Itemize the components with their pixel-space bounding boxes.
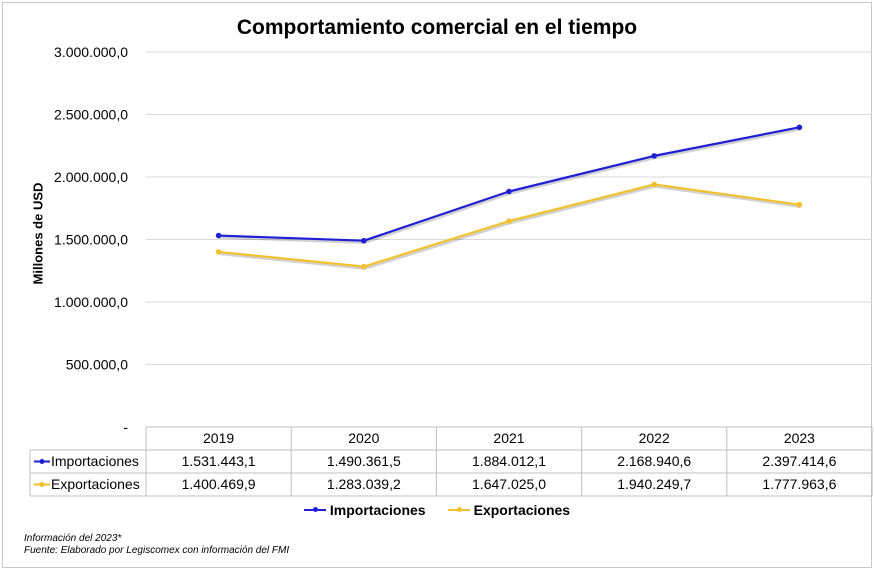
x-tick-label: 2019 <box>203 430 234 446</box>
y-tick-label: 1.000.000,0 <box>54 294 128 310</box>
data-label: 2.168.940,6 <box>617 453 691 469</box>
table-series-name: Importaciones <box>51 453 139 469</box>
data-point <box>361 237 367 244</box>
data-label: 1.283.039,2 <box>327 476 401 492</box>
data-label: 1.884.012,1 <box>472 453 546 469</box>
x-tick-label: 2021 <box>493 430 524 446</box>
table-series-name: Exportaciones <box>51 476 140 492</box>
data-point <box>796 201 803 208</box>
chart-title: Comportamiento comercial en el tiempo <box>236 16 638 39</box>
series-line-exportaciones <box>218 183 800 268</box>
y-tick-label: - <box>123 419 128 435</box>
data-point <box>506 218 512 224</box>
x-tick-label: 2020 <box>348 430 379 446</box>
data-label: 1.400.469,9 <box>182 476 256 492</box>
y-tick-label: 3.000.000,0 <box>54 44 128 60</box>
table-legend-key-marker <box>39 459 45 464</box>
data-point <box>506 188 512 195</box>
y-tick-label: 500.000,0 <box>66 357 128 373</box>
footer-source: Fuente: Elaborado por Legiscomex con inf… <box>24 545 290 556</box>
x-tick-label: 2022 <box>639 430 670 446</box>
legend-swatch-importaciones <box>303 507 326 512</box>
legend-label-importaciones: Importaciones <box>329 502 426 518</box>
legend-label-exportaciones: Exportaciones <box>473 502 571 518</box>
data-point <box>651 181 657 188</box>
data-label: 2.397.414,6 <box>762 453 836 469</box>
data-label: 1.777.963,6 <box>762 476 836 492</box>
x-tick-label: 2023 <box>784 430 815 446</box>
legend-swatch-exportaciones <box>447 507 470 512</box>
table-legend-key-marker <box>39 482 45 487</box>
data-label: 1.490.361,5 <box>327 453 401 469</box>
data-point <box>651 153 657 159</box>
series-line-shadow <box>219 128 801 244</box>
y-tick-label: 2.500.000,0 <box>54 107 128 123</box>
data-point <box>215 249 222 255</box>
data-label: 1.647.025,0 <box>472 476 546 492</box>
data-point <box>215 232 222 239</box>
data-label: 1.940.249,7 <box>617 476 691 492</box>
data-point <box>361 263 367 270</box>
legend: Importaciones Exportaciones <box>0 502 874 518</box>
footer-note: Información del 2023* <box>24 533 122 544</box>
data-point <box>796 124 803 131</box>
data-label: 1.531.443,1 <box>182 453 256 469</box>
y-tick-label: 1.500.000,0 <box>54 232 128 248</box>
series-line-shadow <box>219 185 801 270</box>
legend-item-importaciones: Importaciones <box>303 502 426 518</box>
y-tick-label: 2.000.000,0 <box>54 169 128 185</box>
legend-item-exportaciones: Exportaciones <box>447 502 571 518</box>
